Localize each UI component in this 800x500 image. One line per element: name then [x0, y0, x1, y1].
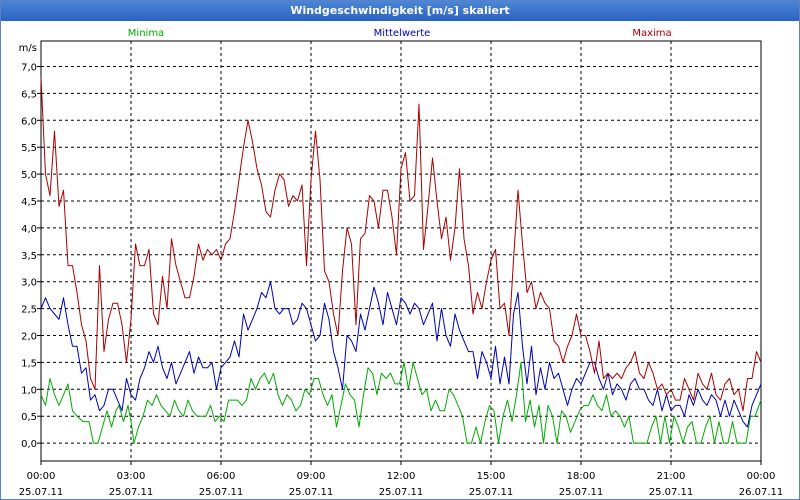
- x-tick-date: 25.07.11: [469, 487, 514, 498]
- series-line-maxima: [40, 77, 762, 412]
- y-tick-label: 2,0: [21, 332, 37, 343]
- legend-minima: Minima: [128, 28, 164, 39]
- y-tick-label: 6,5: [21, 89, 37, 100]
- y-tick-label: 7,0: [21, 63, 37, 74]
- x-tick-time: 15:00: [477, 471, 506, 482]
- y-axis: 7,0 6,5 6,0 5,5 5,0 4,5 4,0 3,5 3,0 2,5 2,0 1,5 1,0 0…: [19, 43, 41, 450]
- y-tick-label: 4,5: [21, 197, 37, 208]
- x-tick-date: 25.07.11: [19, 487, 64, 498]
- x-tick-date: 25.07.11: [649, 487, 694, 498]
- series-lines: [40, 77, 762, 444]
- window-title: Windgeschwindigkeit [m/s] skaliert: [1, 1, 799, 21]
- y-tick-label: 3,5: [21, 251, 37, 262]
- legend: Minima Mittelwerte Maxima: [128, 28, 672, 39]
- x-tick-date: 25.07.11: [559, 487, 604, 498]
- y-tick-label: 2,5: [21, 305, 37, 316]
- y-tick-label: 5,0: [21, 170, 37, 181]
- legend-maxima: Maxima: [632, 28, 671, 39]
- x-tick-date: 25.07.11: [199, 487, 244, 498]
- y-tick-label: 5,5: [21, 143, 37, 154]
- y-tick-label: 0,0: [21, 439, 37, 450]
- x-tick-time: 00:00: [747, 471, 776, 482]
- y-tick-label: 4,0: [21, 224, 37, 235]
- x-tick-time: 09:00: [297, 471, 326, 482]
- chart-area: 7,0 6,5 6,0 5,5 5,0 4,5 4,0 3,5 3,0 2,5 2,0 1,5 1,0 0…: [19, 28, 784, 498]
- legend-mittelwerte: Mittelwerte: [374, 28, 431, 39]
- x-tick-time: 06:00: [207, 471, 236, 482]
- x-tick-time: 03:00: [117, 471, 146, 482]
- x-axis: 00:00 25.07.11 03:00 25.07.11 06:00 25.07.11 0…: [19, 461, 784, 498]
- x-tick-time: 18:00: [567, 471, 596, 482]
- y-tick-label: 3,0: [21, 278, 37, 289]
- x-tick-time: 12:00: [387, 471, 416, 482]
- x-tick-time: 00:00: [27, 471, 56, 482]
- series-line-mittelwerte: [40, 281, 762, 428]
- x-tick-date: 26.07.11: [739, 487, 784, 498]
- x-tick-date: 25.07.11: [379, 487, 424, 498]
- series-line-minima: [40, 361, 762, 444]
- x-tick-time: 21:00: [657, 471, 686, 482]
- y-tick-label: 1,0: [21, 385, 37, 396]
- y-tick-label: 1,5: [21, 358, 37, 369]
- y-tick-label: 6,0: [21, 116, 37, 127]
- y-axis-unit: m/s: [19, 43, 37, 54]
- x-tick-date: 25.07.11: [289, 487, 334, 498]
- x-tick-date: 25.07.11: [109, 487, 154, 498]
- y-tick-label: 0,5: [21, 412, 37, 423]
